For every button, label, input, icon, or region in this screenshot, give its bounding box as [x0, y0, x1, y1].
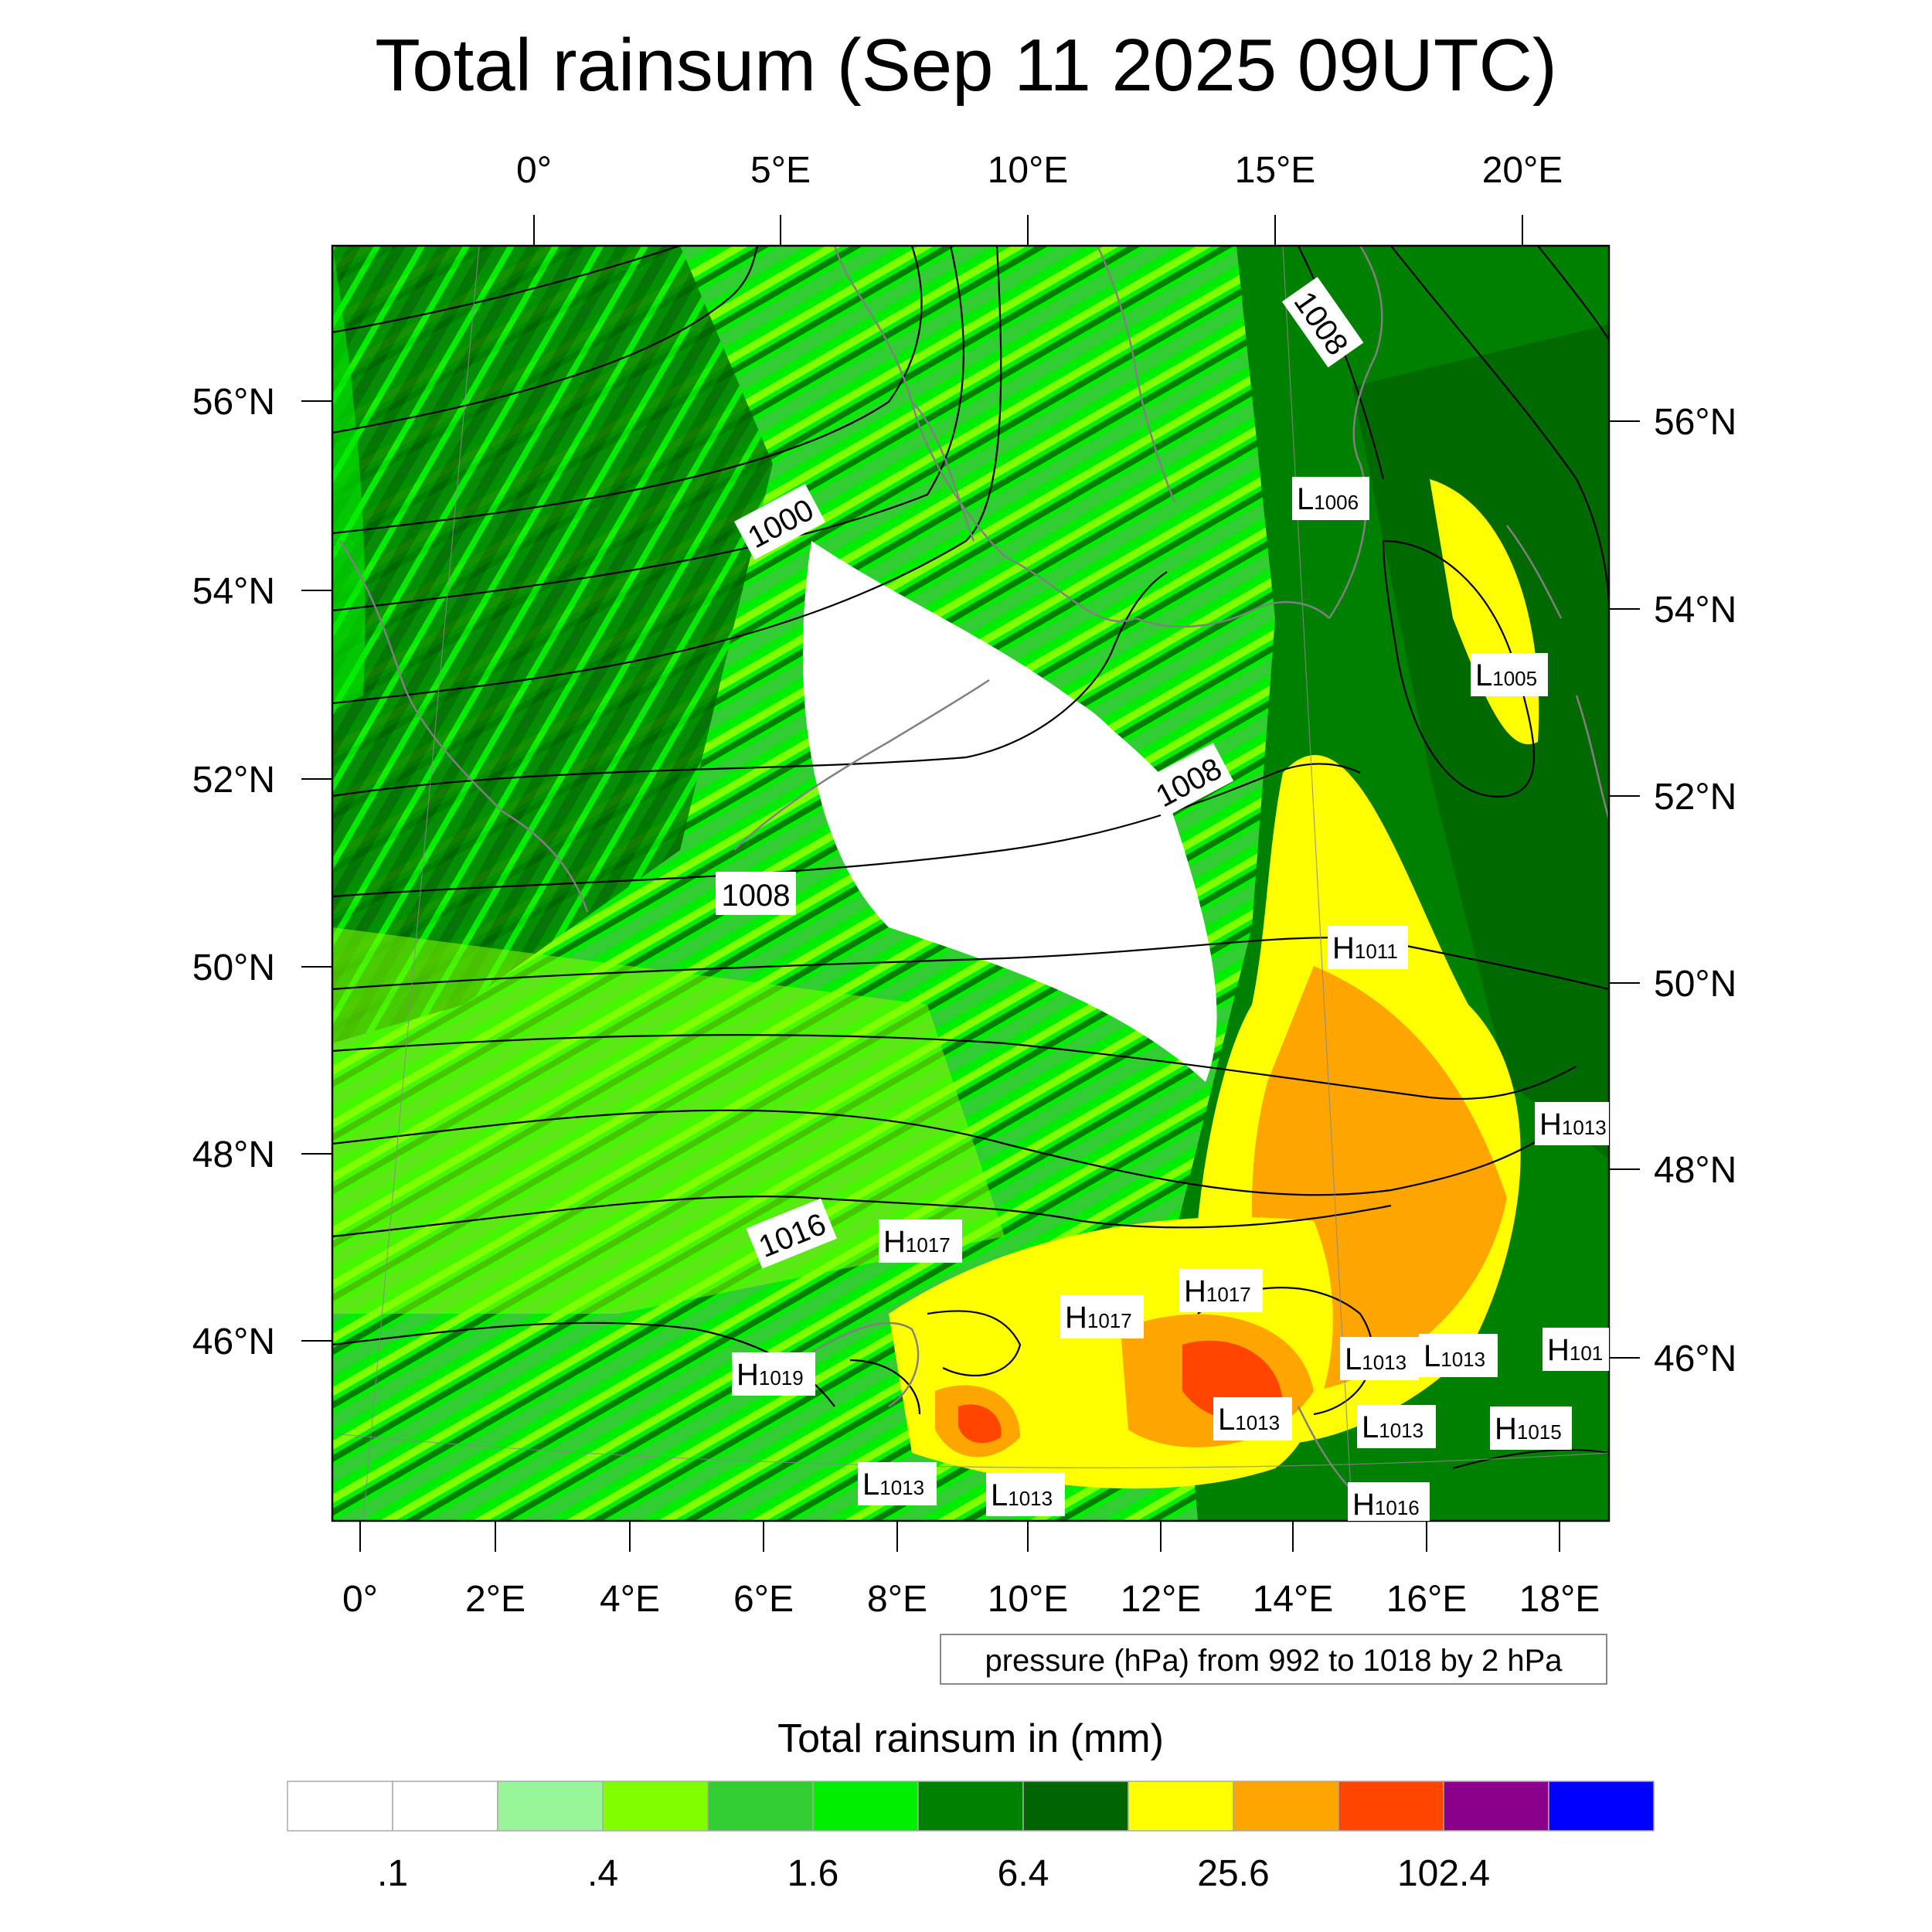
rain-field	[332, 246, 1609, 1521]
pressure-center-label: H1017	[1179, 1269, 1263, 1312]
bottom-lon-label: 0°	[342, 1579, 378, 1620]
colorbar-tick-label: 102.4	[1397, 1853, 1490, 1894]
right-lat-label: 54°N	[1654, 590, 1736, 631]
pressure-center-label: H1017	[879, 1219, 962, 1263]
pressure-center-label: H1011	[1328, 926, 1408, 969]
svg-text:H1013: H1013	[1539, 1107, 1607, 1141]
svg-text:L1013: L1013	[1423, 1339, 1485, 1373]
colorbar-swatch	[1548, 1781, 1655, 1832]
bottom-lon-label: 4°E	[600, 1579, 660, 1620]
pressure-center-label: L1013	[986, 1473, 1065, 1516]
map-frame	[331, 244, 1611, 1522]
svg-text:L1005: L1005	[1475, 658, 1537, 692]
svg-text:H101: H101	[1547, 1333, 1603, 1367]
svg-text:L1013: L1013	[862, 1468, 924, 1502]
left-lat-label: 56°N	[192, 382, 275, 423]
right-lat-label: 50°N	[1654, 964, 1736, 1005]
pressure-center-label: L1013	[858, 1462, 937, 1505]
bottom-lon-label: 6°E	[733, 1579, 794, 1620]
colorbar-tick-label: .1	[377, 1853, 408, 1894]
svg-text:L1006: L1006	[1297, 482, 1359, 516]
top-lon-label: 20°E	[1482, 150, 1563, 191]
colorbar-swatch	[1233, 1781, 1339, 1832]
top-lon-label: 15°E	[1235, 150, 1316, 191]
bottom-lon-label: 2°E	[465, 1579, 526, 1620]
colorbar-swatch	[917, 1781, 1024, 1832]
pressure-center-label: H1017	[1060, 1295, 1144, 1338]
svg-text:1008: 1008	[722, 879, 791, 913]
bottom-lon-label: 8°E	[867, 1579, 927, 1620]
left-lat-label: 52°N	[192, 760, 275, 801]
left-lat-label: 50°N	[192, 947, 275, 988]
colorbar-swatch	[287, 1781, 393, 1832]
colorbar-tick-label: 1.6	[787, 1853, 839, 1894]
pressure-center-label: L1006	[1292, 477, 1369, 520]
pressure-center-label: H101	[1543, 1328, 1609, 1371]
colorbar-swatch	[1443, 1781, 1549, 1832]
pressure-center-label: L1013	[1213, 1397, 1292, 1440]
right-lat-label: 46°N	[1654, 1338, 1736, 1379]
isobar-label: 1008	[716, 872, 796, 915]
contour-info-box: pressure (hPa) from 992 to 1018 by 2 hPa	[940, 1634, 1607, 1685]
bottom-lon-label: 16°E	[1386, 1579, 1468, 1620]
svg-text:H1015: H1015	[1495, 1412, 1562, 1446]
pressure-center-label: H1015	[1490, 1406, 1572, 1450]
svg-text:H1017: H1017	[1184, 1274, 1251, 1308]
svg-text:L1013: L1013	[1218, 1403, 1280, 1437]
left-lat-label: 54°N	[192, 571, 275, 612]
svg-text:L1013: L1013	[1362, 1410, 1423, 1444]
legend-title: Total rainsum in (mm)	[777, 1716, 1164, 1761]
top-lon-label: 10°E	[988, 150, 1069, 191]
svg-text:H1019: H1019	[736, 1358, 804, 1392]
pressure-center-label: H1019	[732, 1352, 815, 1396]
pressure-center-label: L1013	[1419, 1334, 1498, 1377]
colorbar-swatch	[812, 1781, 919, 1832]
right-lat-label: 52°N	[1654, 777, 1736, 818]
right-lat-label: 48°N	[1654, 1150, 1736, 1191]
svg-text:H1011: H1011	[1332, 931, 1398, 965]
colorbar-swatch	[1128, 1781, 1234, 1832]
svg-text:H1017: H1017	[883, 1225, 951, 1259]
svg-text:pressure (hPa) from 992 to 101: pressure (hPa) from 992 to 1018 by 2 hPa	[985, 1644, 1563, 1678]
pressure-center-label: L1013	[1357, 1405, 1436, 1448]
svg-text:L1013: L1013	[991, 1478, 1053, 1512]
bottom-lon-label: 18°E	[1519, 1579, 1600, 1620]
top-lon-label: 5°E	[750, 150, 811, 191]
bottom-lon-label: 10°E	[988, 1579, 1069, 1620]
svg-text:L1013: L1013	[1345, 1342, 1406, 1376]
colorbar-swatch	[602, 1781, 709, 1832]
svg-text:H1017: H1017	[1065, 1301, 1132, 1335]
colorbar-tick-label: 25.6	[1197, 1853, 1269, 1894]
colorbar-swatch	[1338, 1781, 1444, 1832]
colorbar-swatch	[1022, 1781, 1129, 1832]
pressure-center-label: H1016	[1348, 1482, 1430, 1522]
right-lat-label: 56°N	[1654, 402, 1736, 443]
colorbar	[287, 1781, 1655, 1832]
colorbar-swatch	[392, 1781, 498, 1832]
left-lat-label: 46°N	[192, 1321, 275, 1362]
left-lat-label: 48°N	[192, 1134, 275, 1175]
map-title: Total rainsum (Sep 11 2025 09UTC)	[375, 24, 1557, 107]
bottom-lon-label: 14°E	[1253, 1579, 1334, 1620]
colorbar-swatch	[707, 1781, 814, 1832]
colorbar-tick-label: 6.4	[998, 1853, 1049, 1894]
pressure-center-label: L1013	[1340, 1337, 1419, 1380]
colorbar-tick-label: .4	[587, 1853, 618, 1894]
colorbar-swatch	[497, 1781, 604, 1832]
svg-text:H1016: H1016	[1352, 1488, 1420, 1522]
pressure-center-label: L1005	[1471, 653, 1548, 696]
top-lon-label: 0°	[516, 150, 552, 191]
pressure-center-label: H1013	[1535, 1102, 1609, 1145]
bottom-lon-label: 12°E	[1121, 1579, 1202, 1620]
